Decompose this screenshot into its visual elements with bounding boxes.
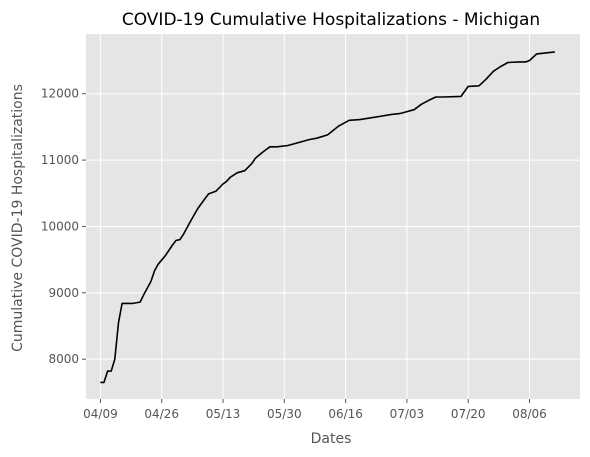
y-tick-label: 11000 xyxy=(41,153,79,167)
x-tick-label: 04/26 xyxy=(144,407,179,421)
plot-area xyxy=(86,34,580,399)
x-tick-label: 07/20 xyxy=(451,407,486,421)
series-line xyxy=(100,51,555,384)
y-axis-ticks: 8000 9000 10000 11000 12000 xyxy=(41,87,86,366)
grid xyxy=(86,34,580,399)
y-tick-label: 9000 xyxy=(48,286,79,300)
y-tick-label: 10000 xyxy=(41,219,79,233)
y-tick-label: 12000 xyxy=(41,87,79,101)
x-tick-label: 08/06 xyxy=(512,407,547,421)
x-tick-label: 05/30 xyxy=(267,407,302,421)
x-axis-ticks: 04/09 04/26 05/13 05/30 06/16 07/03 07/20 08/06 xyxy=(83,399,547,421)
x-tick-label: 07/03 xyxy=(390,407,425,421)
x-axis-label: Dates xyxy=(311,431,352,447)
x-tick-label: 05/13 xyxy=(206,407,241,421)
chart-title: COVID-19 Cumulative Hospitalizations - M… xyxy=(122,10,540,30)
y-axis-label: Cumulative COVID-19 Hospitalizations xyxy=(10,84,26,352)
x-tick-label: 04/09 xyxy=(83,407,118,421)
x-tick-label: 06/16 xyxy=(328,407,363,421)
y-tick-label: 8000 xyxy=(48,352,79,366)
